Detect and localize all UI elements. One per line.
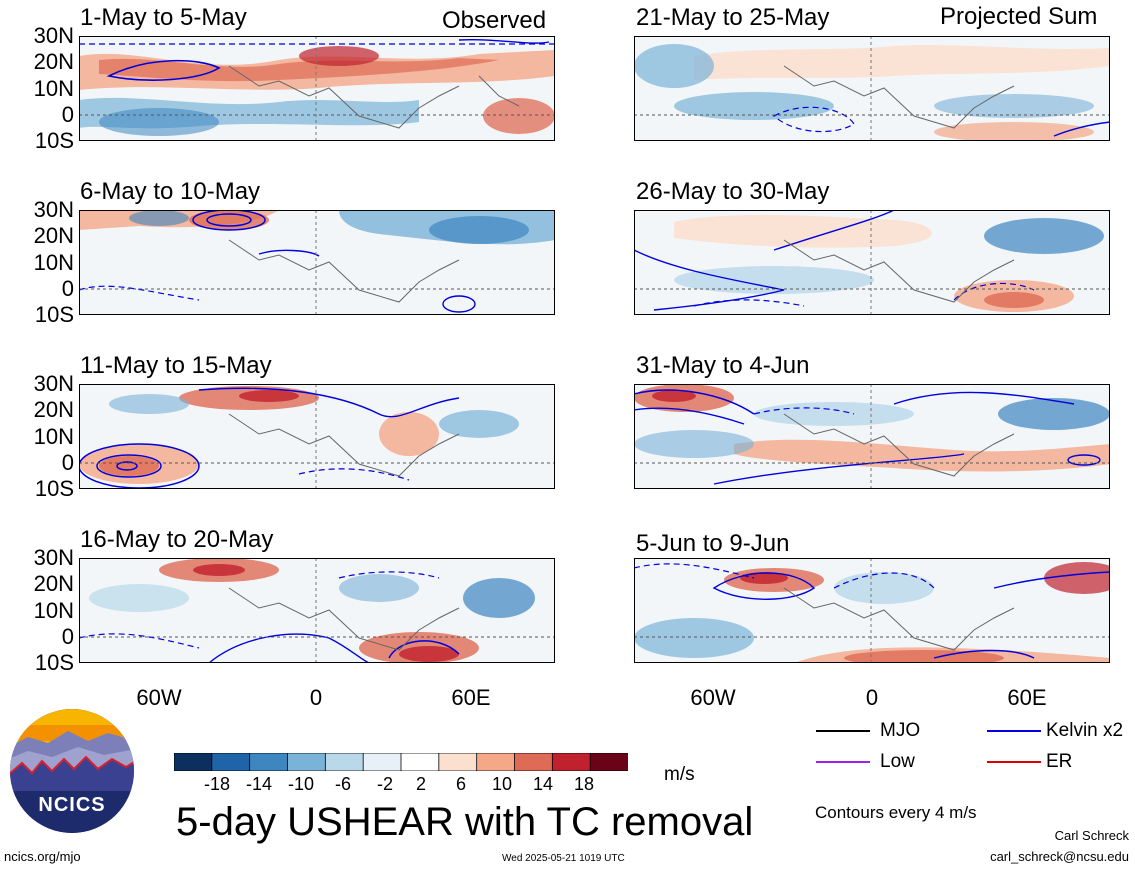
y-tick: 10S <box>34 476 74 501</box>
map-panel-observed-2 <box>79 210 555 315</box>
colorbar-unit: m/s <box>664 764 695 785</box>
x-tick: 0 <box>309 685 323 710</box>
y-tick: 20N <box>33 223 74 248</box>
colorbar-label: 18 <box>573 774 595 794</box>
colorbar-swatch <box>362 753 402 771</box>
contour-note: Contours every 4 m/s <box>815 803 977 822</box>
y-tick: 10S <box>34 128 74 153</box>
y-tick: 0 <box>61 102 74 127</box>
x-tick: 60W <box>690 685 736 710</box>
panel-title: 21-May to 25-May <box>636 4 830 31</box>
panel-title: 31-May to 4-Jun <box>636 352 810 379</box>
projected-sum-header: Projected Sum <box>940 3 1098 30</box>
map-panel-projected-4 <box>634 558 1110 663</box>
y-tick: 20N <box>33 49 74 74</box>
y-tick: 10N <box>33 250 74 275</box>
map-panel-observed-4 <box>79 558 555 663</box>
legend-line-kelvin <box>987 730 1041 732</box>
colorbar-label: 14 <box>532 774 554 794</box>
y-tick: 10S <box>34 302 74 327</box>
y-tick: 30N <box>33 545 74 570</box>
legend-line-mjo <box>816 730 870 732</box>
colorbar-swatch <box>211 753 251 771</box>
legend-label-low: Low <box>880 751 915 772</box>
y-tick: 0 <box>61 276 74 301</box>
colorbar-label: -6 <box>334 774 351 794</box>
y-tick: 10N <box>33 424 74 449</box>
x-tick: 0 <box>865 685 879 710</box>
panel-title: 5-Jun to 9-Jun <box>636 530 790 557</box>
map-panel-projected-1 <box>634 36 1110 141</box>
colorbar-swatch <box>551 753 592 771</box>
colorbar-label: -2 <box>376 774 393 794</box>
colorbar-swatch <box>400 753 440 771</box>
colorbar-swatch <box>324 753 365 771</box>
colorbar-label: 10 <box>491 774 513 794</box>
legend-label-kelvin: Kelvin x2 <box>1046 720 1124 741</box>
y-tick: 30N <box>33 197 74 222</box>
panel-title: 11-May to 15-May <box>80 352 272 379</box>
map-panel-projected-3 <box>634 384 1110 489</box>
y-tick: 0 <box>61 624 74 649</box>
colorbar-swatch <box>174 753 213 771</box>
y-tick: 20N <box>33 571 74 596</box>
legend-label-er: ER <box>1046 751 1073 772</box>
footer-email: carl_schreck@ncsu.edu <box>990 849 1129 864</box>
legend-label-mjo: MJO <box>880 720 921 741</box>
y-tick: 10S <box>34 650 74 675</box>
colorbar-label: 2 <box>415 774 426 794</box>
x-tick: 60W <box>136 685 182 710</box>
colorbar-label: -18 <box>203 774 230 794</box>
legend-line-er <box>987 761 1041 763</box>
panel-title: 1-May to 5-May <box>80 4 247 31</box>
panel-title: 6-May to 10-May <box>80 178 261 205</box>
legend-line-low <box>816 761 870 763</box>
ncics-logo: NCICS <box>10 709 134 833</box>
colorbar <box>174 753 628 771</box>
y-tick: 0 <box>61 450 74 475</box>
y-tick: 10N <box>33 598 74 623</box>
colorbar-swatch <box>514 753 554 771</box>
map-panel-observed-3 <box>79 384 555 489</box>
map-panel-observed-1 <box>79 36 555 141</box>
footer-timestamp: Wed 2025-05-21 1019 UTC <box>502 853 625 864</box>
colorbar-label: 6 <box>455 774 466 794</box>
logo-text: NCICS <box>38 794 105 816</box>
colorbar-swatch <box>476 753 516 771</box>
y-tick: 30N <box>33 23 74 48</box>
colorbar-swatch <box>249 753 289 771</box>
colorbar-swatch <box>438 753 478 771</box>
footer-url: ncics.org/mjo <box>4 849 81 864</box>
x-tick: 60E <box>1007 685 1047 710</box>
observed-header: Observed <box>442 7 547 34</box>
colorbar-label: -10 <box>287 774 314 794</box>
colorbar-swatch <box>589 753 628 771</box>
y-tick: 10N <box>33 76 74 101</box>
panel-title: 26-May to 30-May <box>636 178 830 205</box>
colorbar-label: -14 <box>245 774 272 794</box>
colorbar-swatch <box>287 753 327 771</box>
footer-author: Carl Schreck <box>1054 828 1129 843</box>
main-title: 5-day USHEAR with TC removal <box>176 800 754 844</box>
panel-title: 16-May to 20-May <box>80 526 274 553</box>
map-panel-projected-2 <box>634 210 1110 315</box>
x-tick: 60E <box>451 685 491 710</box>
y-tick: 20N <box>33 397 74 422</box>
y-tick: 30N <box>33 371 74 396</box>
